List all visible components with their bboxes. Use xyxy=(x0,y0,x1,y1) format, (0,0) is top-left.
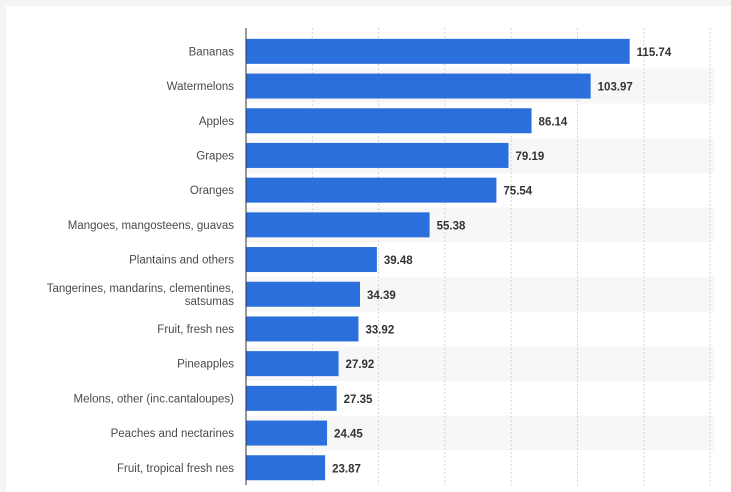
data-label: 86.14 xyxy=(539,116,568,128)
category-label: Tangerines, mandarins, clementines, xyxy=(47,283,234,295)
category-label: Grapes xyxy=(196,150,234,162)
bar xyxy=(246,142,509,168)
category-label: satsumas xyxy=(185,296,234,308)
category-label: Fruit, fresh nes xyxy=(157,324,234,336)
value-labels: 115.74 103.97 86.14 79.19 75.54 55.38 39.48 34.… xyxy=(332,47,672,475)
bar xyxy=(246,385,337,411)
category-label: Peaches and nectarines xyxy=(111,428,235,440)
data-label: 75.54 xyxy=(503,186,532,198)
data-label: 27.92 xyxy=(346,359,375,371)
data-label: 24.45 xyxy=(334,429,363,441)
category-label: Bananas xyxy=(189,46,235,58)
bar xyxy=(246,177,497,203)
category-label: Watermelons xyxy=(167,81,235,93)
category-label: Pineapples xyxy=(177,359,234,371)
bar xyxy=(246,73,591,99)
data-label: 27.35 xyxy=(344,394,373,406)
data-label: 55.38 xyxy=(437,220,466,232)
data-label: 115.74 xyxy=(637,47,672,59)
bar xyxy=(246,420,328,446)
chart-card: Bananas Watermelons Apples Grapes Oranges Man… xyxy=(6,6,731,492)
data-label: 103.97 xyxy=(598,82,633,94)
category-label: Mangoes, mangosteens, guavas xyxy=(68,220,234,232)
category-label: Oranges xyxy=(190,185,234,197)
data-label: 23.87 xyxy=(332,463,361,475)
category-label: Plantains and others xyxy=(129,255,234,267)
data-label: 79.19 xyxy=(516,151,545,163)
bar xyxy=(246,316,359,342)
category-label: Fruit, tropical fresh nes xyxy=(117,463,234,475)
bar xyxy=(246,351,339,377)
bar xyxy=(246,108,532,134)
grid-lines xyxy=(311,28,711,486)
bar xyxy=(246,212,430,238)
bar xyxy=(246,247,377,273)
bar-chart: Bananas Watermelons Apples Grapes Oranges Man… xyxy=(47,28,714,486)
category-label: Apples xyxy=(199,116,234,128)
bar xyxy=(246,455,326,481)
bars xyxy=(246,38,630,481)
data-label: 39.48 xyxy=(384,255,413,267)
bar xyxy=(246,38,630,64)
data-label: 33.92 xyxy=(365,324,394,336)
bar xyxy=(246,281,361,307)
category-label: Melons, other (inc.cantaloupes) xyxy=(74,393,235,405)
category-labels: Bananas Watermelons Apples Grapes Oranges Man… xyxy=(47,46,235,474)
data-label: 34.39 xyxy=(367,290,396,302)
